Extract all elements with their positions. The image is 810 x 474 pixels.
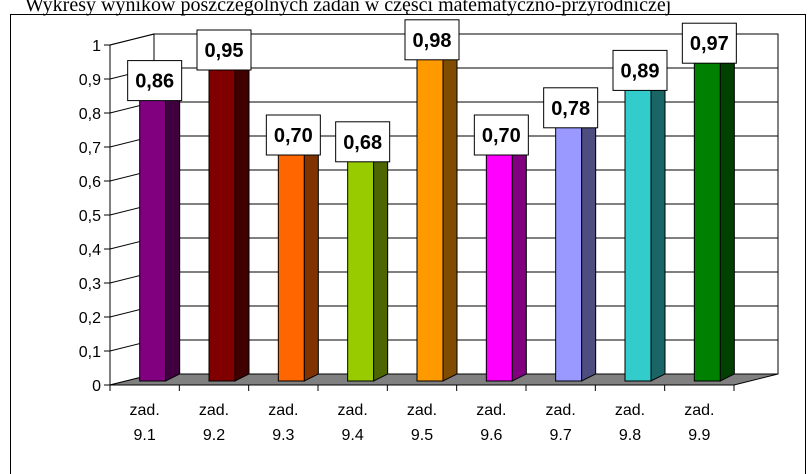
y-tick-label: 0,4	[79, 242, 101, 259]
data-label: 0,89	[621, 60, 660, 82]
x-tick-label: zad.	[199, 402, 229, 419]
data-label: 0,70	[482, 125, 521, 147]
bar	[416, 55, 444, 382]
bar	[485, 150, 513, 382]
y-tick-label: 0,9	[79, 72, 101, 89]
x-tick-label: 9.6	[480, 427, 502, 444]
data-label: 0,70	[274, 125, 313, 147]
x-tick-label: 9.2	[203, 427, 225, 444]
bar-side	[719, 51, 735, 382]
bar	[347, 157, 375, 382]
y-tick-label: 0,3	[79, 276, 101, 293]
data-label: 0,78	[551, 98, 590, 120]
y-tick-label: 0,8	[79, 106, 101, 123]
x-tick-label: zad.	[476, 402, 506, 419]
y-tick-label: 0,6	[79, 174, 101, 191]
data-label-box	[127, 60, 183, 102]
x-tick-label: 9.8	[619, 427, 641, 444]
bar	[139, 96, 167, 382]
bar-side	[442, 47, 458, 382]
y-tick-label: 0,5	[79, 208, 101, 225]
x-tick-label: zad.	[615, 402, 645, 419]
x-tick-label: zad.	[338, 402, 368, 419]
bar-side	[650, 78, 666, 382]
data-label-box	[473, 114, 529, 156]
data-label-box	[612, 49, 668, 91]
data-label-box	[681, 22, 737, 64]
bar-side	[165, 88, 181, 382]
x-tick-label: 9.3	[272, 427, 294, 444]
bar-side	[511, 143, 527, 382]
x-tick-label: 9.7	[550, 427, 572, 444]
x-tick-label: 9.4	[342, 427, 364, 444]
bar	[693, 58, 721, 382]
bar	[624, 85, 652, 382]
y-tick-label: 1	[92, 38, 101, 55]
x-tick-label: zad.	[407, 402, 437, 419]
data-label: 0,68	[343, 132, 382, 154]
data-label: 0,98	[413, 30, 452, 52]
data-label-box	[404, 19, 460, 61]
bar-side	[581, 115, 597, 382]
chart-frame	[10, 14, 806, 474]
x-tick-label: zad.	[268, 402, 298, 419]
bar-side	[303, 143, 319, 382]
x-tick-label: zad.	[130, 402, 160, 419]
bar	[277, 150, 305, 382]
gridline	[109, 33, 778, 46]
x-tick-label: 9.9	[688, 427, 710, 444]
data-label: 0,86	[135, 71, 174, 93]
x-tick-label: 9.1	[134, 427, 156, 444]
bar-side	[373, 149, 389, 382]
y-tick-label: 0,7	[79, 140, 101, 157]
x-tick-label: zad.	[546, 402, 576, 419]
x-tick-label: 9.5	[411, 427, 433, 444]
data-label-box	[335, 121, 391, 163]
y-tick-label: 0,2	[79, 310, 101, 327]
data-label: 0,97	[690, 33, 729, 55]
header-text: Wykresy wyników poszczególnych zadań w c…	[25, 0, 672, 16]
x-tick-label: zad.	[684, 402, 714, 419]
bar-side	[234, 58, 250, 382]
data-label-box	[543, 87, 599, 129]
data-label-box	[265, 114, 321, 156]
data-label-box	[196, 29, 252, 71]
y-tick-label: 0	[92, 378, 101, 395]
data-label: 0,95	[205, 40, 244, 62]
bar	[555, 123, 583, 382]
bar	[208, 65, 236, 382]
y-tick-label: 0,1	[79, 344, 101, 361]
